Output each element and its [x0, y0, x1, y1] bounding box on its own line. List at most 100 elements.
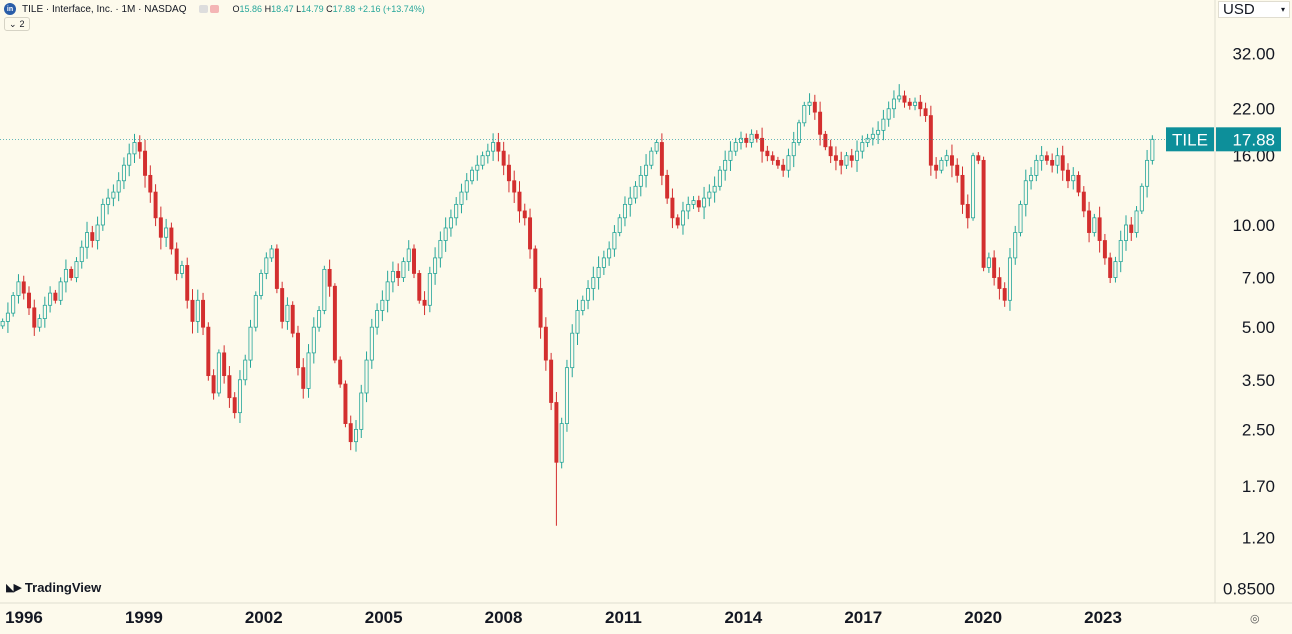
candle-body	[348, 423, 353, 443]
candle-body	[1055, 155, 1060, 166]
symbol-title[interactable]: TILE · Interface, Inc. · 1M · NASDAQ	[22, 3, 187, 15]
candle-body	[691, 200, 696, 205]
candle-body	[680, 210, 685, 226]
price-tick-label: 16.00	[1232, 147, 1275, 166]
candle-body	[311, 326, 316, 354]
currency-label: USD	[1223, 1, 1255, 18]
candle-body	[259, 273, 264, 296]
candle-body	[438, 240, 443, 259]
candle-body	[222, 352, 227, 377]
candle-body	[174, 248, 179, 274]
candle-body	[739, 137, 743, 143]
candle-body	[870, 133, 875, 139]
candle-body	[633, 185, 638, 199]
candle-body	[1023, 180, 1028, 205]
candle-body	[179, 265, 184, 274]
price-axis: 32.00 22.00 16.00 10.00 7.00 5.00 3.50 2.50 1.70…	[1223, 45, 1275, 599]
candle-body	[986, 257, 991, 268]
candle-body	[543, 326, 548, 361]
candle-body	[1071, 174, 1076, 182]
candle-body	[654, 142, 659, 152]
time-tick-label: 2020	[964, 608, 1002, 627]
candle-body	[849, 155, 854, 161]
candle-body	[522, 210, 527, 219]
candle-body	[1050, 159, 1055, 166]
candle-body	[760, 137, 765, 152]
candle-body	[1002, 288, 1007, 301]
candle-body	[454, 203, 459, 219]
candle-body	[902, 95, 907, 103]
candle-body	[533, 248, 538, 289]
candle-body	[971, 155, 976, 219]
candle-body	[185, 265, 190, 301]
candle-body	[818, 111, 823, 135]
candle-body	[686, 203, 691, 212]
candle-body	[158, 217, 163, 238]
candle-body	[712, 185, 717, 193]
candle-body	[775, 159, 780, 166]
visibility-toggle-icon[interactable]	[198, 5, 219, 13]
time-tick-label: 1996	[5, 608, 43, 627]
candle-body	[717, 169, 722, 187]
candle-body	[369, 326, 374, 361]
candle-body	[1087, 210, 1092, 233]
candle-body	[554, 402, 559, 463]
candle-body	[42, 304, 47, 319]
candle-body	[48, 292, 53, 306]
candle-body	[744, 137, 749, 143]
candle-body	[406, 248, 411, 263]
candle-body	[1081, 191, 1086, 212]
price-tick-label: 7.00	[1242, 269, 1275, 288]
candle-body	[786, 155, 791, 171]
candle-body	[412, 248, 416, 274]
candle-body	[512, 180, 517, 193]
candle-body	[332, 285, 337, 361]
candle-body	[765, 150, 770, 157]
candle-body	[1129, 224, 1134, 233]
candle-body	[396, 270, 401, 278]
candle-body	[622, 203, 627, 219]
candle-body	[538, 288, 543, 328]
candle-body	[992, 257, 997, 278]
candle-body	[216, 352, 221, 394]
candle-body	[364, 359, 369, 394]
candle-body	[612, 232, 617, 250]
candle-body	[1124, 224, 1128, 241]
time-tick-label: 1999	[125, 608, 163, 627]
candle-body	[1060, 155, 1065, 171]
candle-body	[464, 180, 469, 193]
candle-body	[897, 95, 902, 100]
candle-body	[301, 367, 306, 389]
candle-body	[290, 304, 295, 334]
candle-body	[670, 197, 675, 219]
candle-body	[459, 191, 464, 205]
candle-body	[675, 217, 680, 226]
candle-body	[1039, 155, 1044, 161]
candle-body	[443, 227, 448, 241]
candle-body	[74, 261, 79, 278]
candle-body	[997, 277, 1002, 289]
candle-body	[696, 200, 701, 208]
candle-body	[891, 98, 896, 110]
settings-icon[interactable]: ◎	[1250, 613, 1260, 625]
candle-body	[37, 318, 42, 328]
candle-body	[401, 261, 406, 278]
indicators-toggle[interactable]: ⌄ 2	[4, 17, 30, 31]
candle-body	[770, 155, 775, 161]
candle-body	[58, 281, 63, 301]
ohlc-values: O15.86 H18.47 L14.79 C17.88 +2.16 (+13.7…	[232, 4, 425, 14]
candle-body	[79, 246, 84, 263]
candle-body	[1018, 203, 1023, 233]
candle-body	[253, 295, 258, 328]
currency-selector[interactable]: USD ▾	[1218, 1, 1290, 18]
candle-body	[322, 268, 327, 311]
last-price-label: 17.88	[1232, 130, 1275, 149]
time-tick-label: 2014	[724, 608, 762, 627]
candle-body	[248, 326, 253, 361]
candle-body	[1029, 174, 1034, 182]
tradingview-logo[interactable]: ◣▶ TradingView	[6, 580, 102, 595]
time-tick-label: 2005	[365, 608, 403, 627]
candle-body	[733, 142, 738, 152]
